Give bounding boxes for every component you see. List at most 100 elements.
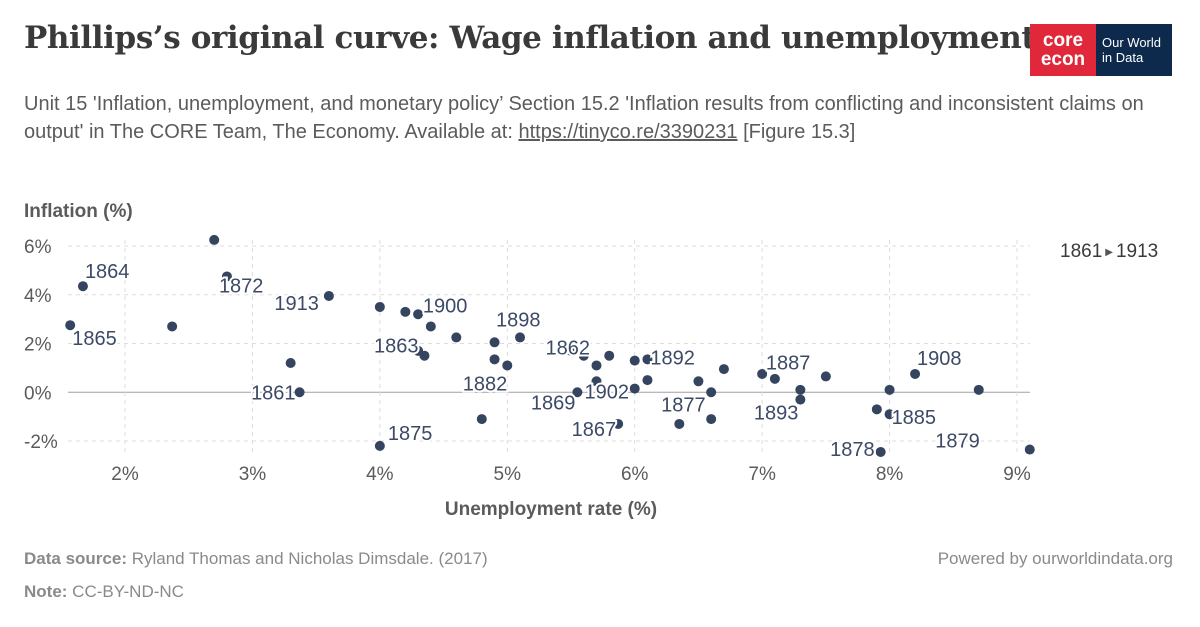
data-label: 1885 (892, 407, 937, 429)
data-point[interactable] (674, 418, 685, 429)
data-label: 1892 (650, 347, 695, 369)
data-point[interactable] (515, 332, 526, 343)
data-point[interactable] (1024, 444, 1035, 455)
data-point[interactable] (871, 404, 882, 415)
data-point[interactable] (285, 358, 296, 368)
core-logo-line2: econ (1040, 49, 1086, 70)
grid-lines (68, 240, 1030, 455)
data-point[interactable] (973, 384, 984, 395)
data-source-text: Ryland Thomas and Nicholas Dimsdale. (20… (126, 549, 488, 568)
data-point[interactable] (604, 350, 615, 361)
data-point[interactable] (77, 281, 88, 292)
data-label: 1875 (388, 423, 433, 445)
data-point[interactable] (591, 376, 602, 387)
powered-by[interactable]: Powered by ourworldindata.org (937, 549, 1173, 568)
data-point[interactable] (489, 354, 500, 365)
data-point[interactable] (757, 368, 768, 379)
data-point[interactable] (578, 350, 589, 361)
play-arrow-icon: ▶ (1105, 246, 1113, 258)
data-point[interactable] (795, 394, 806, 405)
y-axis-label: Inflation (%) (24, 201, 133, 222)
data-point[interactable] (718, 364, 729, 375)
data-point[interactable] (476, 414, 487, 425)
logo[interactable]: core econ Our World in Data (1030, 24, 1172, 76)
data-point[interactable] (769, 373, 780, 384)
data-point[interactable] (572, 387, 583, 398)
x-tick-label: 8% (876, 464, 904, 485)
data-point[interactable] (693, 376, 704, 387)
range-start: 1861 (1060, 241, 1103, 262)
data-point[interactable] (875, 446, 886, 457)
data-point[interactable] (795, 384, 806, 395)
data-point[interactable] (374, 440, 385, 451)
data-label: 1913 (274, 293, 319, 315)
data-point[interactable] (591, 360, 602, 371)
data-point[interactable] (820, 371, 831, 382)
data-label: 1893 (754, 403, 799, 425)
data-label: 1869 (531, 392, 576, 414)
data-label: 1882 (463, 373, 508, 395)
y-tick-label: 2% (24, 335, 52, 356)
data-label: 1861 (251, 382, 296, 404)
data-label: 1862 (545, 337, 590, 359)
chart-title: Phillips’s original curve: Wage inflatio… (24, 20, 1036, 56)
data-point[interactable] (323, 290, 334, 301)
data-label: 1898 (496, 309, 541, 331)
y-tick-label: 4% (24, 286, 52, 307)
data-point[interactable] (642, 375, 653, 386)
source-link[interactable]: https://tinyco.re/3390231 (518, 121, 738, 143)
core-econ-logo: core econ (1030, 24, 1096, 76)
data-point[interactable] (884, 384, 895, 395)
x-tick-label: 5% (494, 464, 522, 485)
data-label: 1908 (917, 348, 962, 370)
data-point[interactable] (706, 414, 717, 425)
subtitle-text: Unit 15 'Inflation, unemployment, and mo… (24, 93, 1144, 143)
y-tick-label: 0% (24, 383, 52, 404)
x-tick-label: 9% (1003, 464, 1031, 485)
data-source-label: Data source: (24, 549, 127, 568)
x-tick-label: 2% (111, 464, 139, 485)
x-tick-label: 3% (239, 464, 267, 485)
data-point[interactable] (489, 337, 500, 348)
data-point[interactable] (400, 306, 411, 317)
data-label: 1902 (584, 381, 629, 403)
data-point[interactable] (884, 409, 895, 420)
data-point[interactable] (294, 387, 305, 398)
data-point[interactable] (425, 321, 436, 332)
data-label: 1878 (830, 439, 875, 461)
data-point[interactable] (413, 309, 424, 320)
data-point[interactable] (502, 360, 513, 371)
data-point[interactable] (65, 320, 76, 331)
data-point[interactable] (706, 387, 717, 398)
data-label: 1867 (572, 419, 617, 441)
data-point[interactable] (209, 234, 220, 245)
data-point[interactable] (642, 354, 653, 365)
data-label: 1877 (661, 394, 706, 416)
data-point[interactable] (167, 321, 178, 332)
license-note: Note: CC-BY-ND-NC (24, 582, 184, 602)
owid-logo-line2: in Data (1102, 50, 1144, 65)
range-end: 1913 (1115, 241, 1159, 262)
x-tick-label: 7% (748, 464, 776, 485)
data-label: 1887 (766, 352, 811, 374)
data-point[interactable] (221, 271, 232, 282)
data-source: Data source: Ryland Thomas and Nicholas … (24, 549, 488, 569)
timeline-range[interactable]: 1861 ▶ 1913 (1060, 241, 1158, 263)
data-point[interactable] (566, 345, 576, 356)
data-point[interactable] (629, 355, 640, 366)
note-text: CC-BY-ND-NC (67, 582, 184, 601)
data-label: 1863 (374, 336, 419, 358)
chart-subtitle: Unit 15 'Inflation, unemployment, and mo… (24, 90, 1164, 146)
subtitle-suffix: [Figure 15.3] (737, 121, 856, 143)
data-point[interactable] (910, 368, 921, 379)
data-point[interactable] (451, 332, 462, 343)
data-point[interactable] (419, 350, 430, 361)
x-axis-label: Unemployment rate (%) (445, 499, 657, 520)
data-label: 1879 (935, 431, 980, 453)
data-point[interactable] (629, 383, 640, 394)
data-point[interactable] (613, 418, 624, 429)
data-point[interactable] (374, 301, 385, 312)
data-points (65, 234, 1035, 457)
